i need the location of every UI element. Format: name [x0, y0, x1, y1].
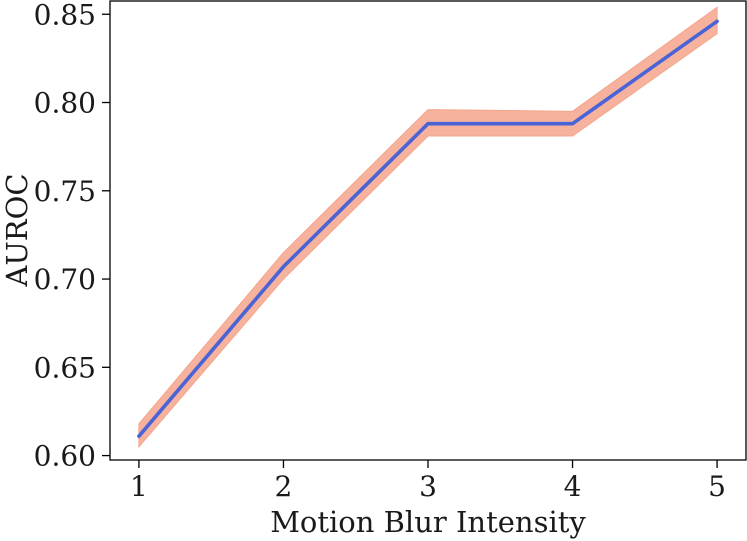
y-tick-label: 0.75 [34, 175, 96, 208]
data-point [281, 265, 285, 269]
x-tick-label: 1 [130, 470, 148, 503]
data-point [137, 434, 141, 438]
x-tick-label: 4 [564, 470, 582, 503]
data-point [571, 122, 575, 126]
y-tick-label: 0.60 [34, 440, 96, 473]
confidence-band-layer [138, 6, 718, 449]
series-line-0 [137, 19, 719, 438]
confidence-band-0 [138, 6, 718, 449]
y-tick-label: 0.80 [34, 87, 96, 120]
x-tick-label: 5 [708, 470, 726, 503]
y-axis-label: AUROC [0, 173, 34, 287]
y-axis-ticks: 0.60 0.65 0.70 0.75 0.80 0.85 [34, 0, 110, 473]
x-tick-label: 3 [419, 470, 437, 503]
y-tick-label: 0.85 [34, 0, 96, 31]
y-tick-label: 0.70 [34, 263, 96, 296]
y-tick-label: 0.65 [34, 351, 96, 384]
x-axis-ticks: 1 2 3 4 5 [130, 460, 726, 503]
x-axis-label: Motion Blur Intensity [270, 505, 586, 539]
data-point [426, 122, 430, 126]
x-tick-label: 2 [275, 470, 293, 503]
data-point [715, 19, 719, 23]
series-line-layer [137, 19, 719, 438]
